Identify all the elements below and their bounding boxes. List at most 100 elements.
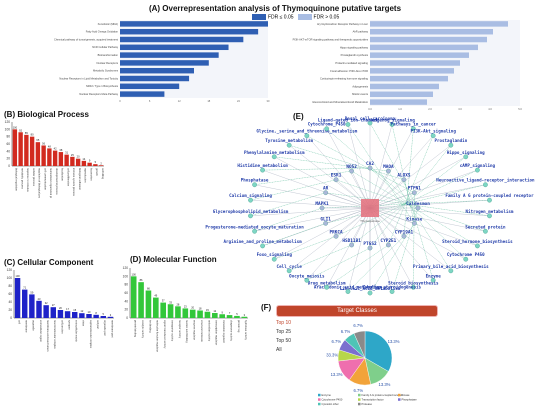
- node: [487, 213, 492, 219]
- bar: [58, 152, 64, 166]
- target-classes-pie: 13.3%13.3%6.7%13.3%33.3%6.7%6.7%6.7%Enzy…: [318, 323, 417, 406]
- edge: [369, 207, 434, 281]
- bar: [145, 290, 152, 318]
- node-label: HSD11B1: [342, 238, 361, 244]
- category-label: cell proliferation: [66, 168, 70, 187]
- value-label: 92: [19, 128, 22, 132]
- node: [345, 122, 351, 127]
- node: [252, 228, 257, 234]
- value-label: 15: [206, 308, 209, 312]
- bar: [36, 300, 42, 318]
- bar: [212, 313, 218, 318]
- node-label: Basal_cell_carcinoma: [345, 116, 396, 121]
- edge: [326, 128, 419, 209]
- node-label: PTPN1: [408, 186, 422, 192]
- panel-a-charts: Xenobiotic (MDA) Fatty Acid Omega Oxidati…: [54, 20, 522, 111]
- node: [324, 126, 330, 132]
- category-label: metabolic process: [20, 168, 24, 190]
- bar: [160, 302, 166, 318]
- bar: [120, 60, 209, 66]
- edge: [369, 223, 415, 294]
- node: [260, 243, 265, 249]
- slice-label: 13.3%: [331, 372, 343, 377]
- legend-swatch: [318, 398, 321, 401]
- bar: [182, 308, 189, 318]
- edge: [369, 145, 451, 209]
- value-label: 20: [77, 155, 80, 159]
- node: [349, 242, 354, 248]
- tick-label: 18: [207, 99, 210, 103]
- center-label: Thymoquinone: [360, 219, 380, 223]
- bar: [87, 162, 92, 166]
- category-label: transcription regulator: [215, 320, 219, 345]
- bar: [50, 307, 56, 318]
- category-label: organelle: [32, 320, 36, 331]
- option-all[interactable]: All: [276, 347, 282, 353]
- option-top-10[interactable]: Top 10: [276, 320, 292, 326]
- node-label: Linoleic_acid_metabolism: [340, 286, 401, 291]
- value-label: 9: [221, 310, 223, 314]
- category-label: antioxidant activity: [207, 320, 211, 342]
- category-label: multicellular organismal process: [49, 168, 53, 198]
- edge: [336, 179, 486, 232]
- edge: [306, 247, 371, 281]
- node: [401, 177, 407, 183]
- category-label: cellular process: [32, 168, 36, 187]
- value-label: 80: [31, 133, 34, 137]
- node: [319, 205, 325, 211]
- panel-e-title: (E): [293, 112, 304, 121]
- edge: [369, 184, 486, 209]
- bar: [189, 309, 196, 318]
- category-label: membrane-enclosed lumen: [46, 320, 50, 352]
- bar: [370, 28, 493, 35]
- panel-a-title: (A) Overrepresentation analysis of Thymo…: [148, 4, 402, 13]
- value-label: 37: [162, 299, 165, 303]
- option-top-25[interactable]: Top 25: [276, 329, 292, 335]
- tick-label: 4.0: [488, 107, 492, 111]
- category-label: Mitotic events: [352, 92, 369, 96]
- legend-item-nonsignificant: FDR > 0.05: [297, 14, 339, 20]
- tick-label: 2.0: [428, 107, 432, 111]
- tick-label: 40: [8, 300, 12, 304]
- node-label: Kinase: [406, 216, 422, 222]
- value-label: 33: [169, 300, 172, 304]
- node-label: Glycerophospholipid_metabolism: [213, 209, 289, 214]
- edge: [326, 207, 371, 288]
- node-label: Ligand-gated ion channel: [318, 117, 379, 122]
- category-label: NCR Cellular Pathway: [92, 45, 119, 49]
- node-label: Steroid_hormone_biosynthesis: [442, 239, 513, 244]
- legend-label: Kinase: [402, 393, 410, 397]
- category-label: biological adhesion: [78, 168, 82, 191]
- node: [252, 182, 257, 188]
- tick-label: 60: [124, 291, 128, 295]
- bar: [93, 314, 99, 318]
- edge: [369, 200, 490, 209]
- node-label: Histidine_metabolism: [237, 163, 288, 168]
- edge: [369, 207, 490, 216]
- node-label: Cytochrome_P450: [308, 122, 346, 127]
- bar: [120, 67, 194, 74]
- edge: [326, 244, 389, 288]
- bar: [57, 310, 64, 318]
- node: [386, 242, 391, 248]
- category-label: nucleic acid binding: [185, 320, 189, 343]
- node-label: AR: [323, 186, 329, 192]
- legend-label: Enzyme: [322, 393, 332, 397]
- node: [475, 243, 480, 249]
- edge: [403, 128, 414, 237]
- value-label: 25: [71, 153, 74, 157]
- bar: [120, 21, 268, 27]
- bar: [120, 36, 244, 43]
- bar: [41, 145, 46, 166]
- bar: [14, 278, 21, 318]
- tick-label: 100: [123, 274, 129, 278]
- legend-label: Transcription factor: [362, 398, 384, 402]
- category-label: cell killing: [101, 168, 105, 180]
- tick-label: 100: [5, 127, 11, 131]
- option-top-50[interactable]: Top 50: [276, 338, 292, 344]
- node-label: Ovarian_steroidogenesis: [363, 285, 421, 290]
- tick-label: 40: [6, 149, 10, 153]
- node-label: Calcium_signaling: [229, 193, 272, 198]
- panel-f-title: (F): [261, 303, 272, 312]
